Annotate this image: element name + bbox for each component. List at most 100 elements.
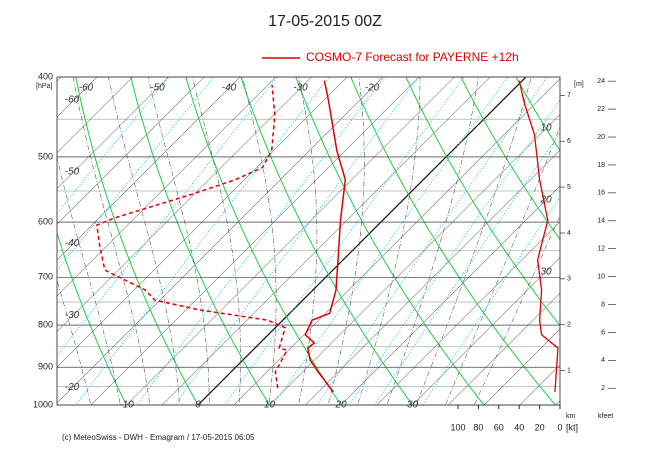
theta-label: -30 bbox=[65, 310, 80, 321]
isotherm bbox=[447, 292, 560, 405]
plot-frame bbox=[56, 76, 561, 406]
x-tick-label: 80 bbox=[473, 422, 483, 432]
kfeet-axis-label: kfeet bbox=[598, 413, 613, 420]
y-tick-label: 800 bbox=[38, 319, 53, 329]
km-axis-label: km bbox=[566, 413, 576, 420]
x-tick-label: 20 bbox=[535, 422, 545, 432]
mixing-ratio bbox=[421, 196, 560, 405]
mixing-ratio bbox=[272, 77, 509, 405]
dry-adiabat bbox=[560, 59, 650, 423]
isotherm-label: -20 bbox=[365, 83, 380, 94]
height-tick-label: 1 bbox=[567, 367, 571, 374]
isotherm bbox=[57, 77, 384, 404]
isotherm bbox=[555, 400, 560, 405]
mixing-ratio bbox=[57, 77, 278, 357]
isotherm-label: 10 bbox=[264, 400, 276, 411]
profile-line bbox=[304, 80, 347, 393]
height-tick-label: 5 bbox=[567, 184, 571, 191]
isotherm bbox=[57, 77, 348, 368]
legend-label: COSMO-7 Forecast for PAYERNE +12h bbox=[306, 50, 519, 64]
y-axis-label: [hPa] bbox=[36, 83, 52, 90]
x-tick-label: 40 bbox=[514, 422, 524, 432]
chart-title: 17-05-2015 00Z bbox=[268, 13, 382, 30]
height-tick-label: 6 bbox=[601, 329, 605, 336]
dry-adiabat bbox=[405, 77, 560, 327]
isotherm bbox=[161, 77, 491, 405]
isotherm bbox=[57, 77, 98, 118]
isotherm bbox=[340, 185, 560, 405]
isotherm-label: -60 bbox=[79, 83, 94, 94]
theta-label: -20 bbox=[65, 382, 80, 393]
dry-adiabat bbox=[460, 77, 560, 241]
moist-adiabat bbox=[298, 77, 318, 405]
moist-adiabat bbox=[147, 77, 210, 405]
x-tick-label: 0 bbox=[557, 422, 562, 432]
moist-adiabat bbox=[57, 156, 121, 405]
isotherm bbox=[269, 114, 560, 405]
mixing-ratio bbox=[374, 131, 560, 405]
height-tick-label: 8 bbox=[601, 301, 605, 308]
isotherm-label: 0 bbox=[195, 400, 201, 411]
height-tick-label: 3 bbox=[567, 276, 571, 283]
x-tick-label: 60 bbox=[494, 422, 504, 432]
dry-adiabat bbox=[614, 59, 650, 423]
dry-adiabat bbox=[75, 77, 199, 405]
height-tick-label: 18 bbox=[597, 162, 605, 169]
mixing-ratio bbox=[173, 77, 420, 405]
mixing-ratio bbox=[348, 98, 560, 405]
wind-speed-line bbox=[518, 80, 559, 392]
moist-adiabat bbox=[72, 77, 151, 405]
wind-axis-label: [kt] bbox=[566, 422, 578, 432]
dry-adiabat bbox=[0, 59, 63, 423]
moist-adiabat bbox=[474, 215, 560, 405]
y-tick-label: 500 bbox=[38, 151, 53, 161]
isotherm-label: 30 bbox=[407, 400, 419, 411]
isotherm bbox=[57, 77, 241, 261]
profile-line bbox=[96, 84, 289, 389]
theta-label: -60 bbox=[65, 95, 80, 106]
isotherm bbox=[0, 59, 8, 423]
isotherm bbox=[57, 77, 134, 154]
isotherm-label: -40 bbox=[222, 83, 237, 94]
height-tick-label: 6 bbox=[567, 138, 571, 145]
dry-adiabat bbox=[57, 231, 128, 405]
y-tick-label: 700 bbox=[38, 272, 53, 282]
isotherm bbox=[90, 77, 420, 405]
y-tick-label: 900 bbox=[38, 362, 53, 372]
dry-adiabat bbox=[130, 77, 271, 405]
moist-adiabat bbox=[242, 77, 277, 405]
moist-adiabat bbox=[386, 77, 479, 405]
isotherm bbox=[412, 257, 560, 405]
moist-adiabat bbox=[192, 77, 241, 405]
mixing-ratio bbox=[223, 77, 465, 405]
height-tick-label: 4 bbox=[567, 230, 571, 237]
isotherm bbox=[376, 221, 560, 405]
height-tick-label: 2 bbox=[567, 322, 571, 329]
isotherm-label: -10 bbox=[119, 400, 134, 411]
moist-adiabat bbox=[415, 77, 532, 405]
mixing-ratio bbox=[135, 77, 386, 405]
dry-adiabat bbox=[350, 77, 557, 405]
km-unit-label: [m] bbox=[574, 81, 584, 88]
isotherm-label: 20 bbox=[334, 400, 347, 411]
height-tick-label: 24 bbox=[597, 78, 605, 85]
isotherm bbox=[57, 77, 205, 225]
isotherm-label: -50 bbox=[150, 83, 165, 94]
moist-adiabat bbox=[445, 126, 560, 405]
height-tick-label: 14 bbox=[597, 218, 605, 225]
isotherm bbox=[57, 77, 169, 189]
wind-label: 10 bbox=[540, 123, 552, 134]
isotherm bbox=[304, 149, 560, 405]
isotherm bbox=[126, 77, 455, 405]
isotherm bbox=[57, 77, 277, 297]
moist-adiabat bbox=[108, 77, 180, 405]
dry-adiabat bbox=[295, 77, 485, 405]
y-tick-label: 1000 bbox=[33, 399, 53, 409]
height-tick-label: 20 bbox=[597, 134, 605, 141]
moist-adiabat bbox=[57, 279, 92, 405]
footer: (c) MeteoSwiss - DWH - Emagram / 17-05-2… bbox=[62, 433, 255, 442]
mixing-ratio bbox=[316, 77, 549, 405]
background-lines bbox=[0, 59, 650, 423]
